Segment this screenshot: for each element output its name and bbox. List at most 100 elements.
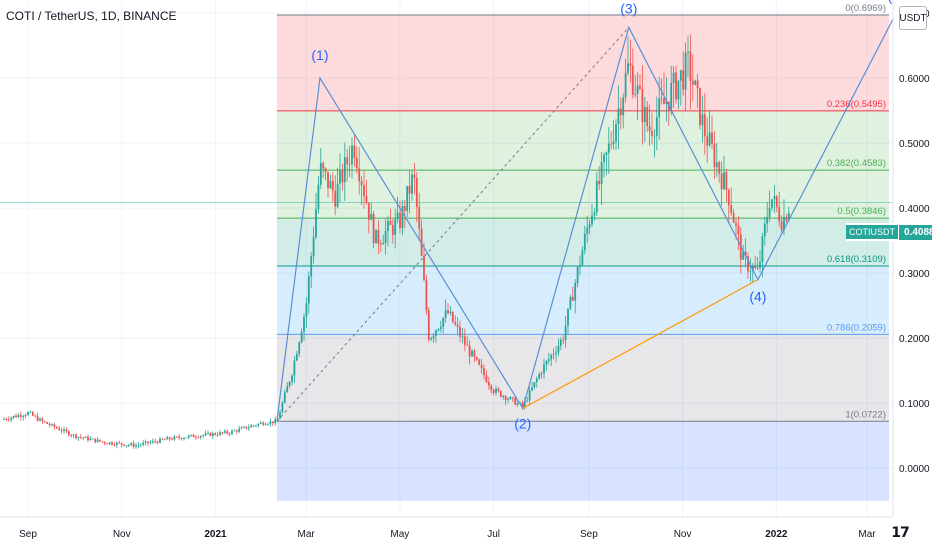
- candle-body: [437, 329, 440, 331]
- candle-body: [447, 310, 449, 314]
- x-tick-label: 2022: [765, 529, 788, 540]
- candle-body: [240, 427, 243, 429]
- candle-body: [631, 65, 634, 95]
- wave-label-1: (1): [311, 47, 328, 63]
- candle-body: [154, 441, 157, 442]
- candle-body: [274, 419, 277, 424]
- currency-unit-button[interactable]: USDT: [899, 6, 927, 30]
- candle-body: [387, 220, 389, 232]
- candle-body: [459, 326, 461, 337]
- candle-body: [567, 308, 569, 326]
- candle-body: [545, 361, 548, 365]
- candle-body: [17, 415, 20, 418]
- candle-body: [708, 132, 711, 146]
- elliott-wave-path: [276, 12, 897, 422]
- candle-body: [687, 51, 689, 53]
- candle-body: [507, 399, 509, 401]
- candle-body: [696, 80, 699, 89]
- candle-body: [375, 229, 377, 244]
- candle-body: [562, 339, 565, 341]
- candle-body: [149, 442, 152, 444]
- candle-body: [531, 387, 533, 391]
- candle-body: [430, 338, 433, 340]
- candle-body: [571, 296, 574, 301]
- candle-body: [401, 205, 404, 228]
- candle-body: [425, 279, 428, 311]
- x-tick-label: Jul: [487, 529, 500, 540]
- candle-body: [658, 98, 661, 118]
- candle-body: [473, 351, 476, 357]
- candle-body: [319, 162, 322, 185]
- candle-body: [559, 339, 562, 346]
- candle-body: [65, 429, 68, 432]
- candle-body: [504, 396, 507, 401]
- candle-body: [444, 310, 447, 319]
- candle-body: [379, 243, 382, 245]
- candle-body: [197, 437, 200, 439]
- x-tick-label: Sep: [19, 529, 37, 540]
- candle-body: [615, 124, 617, 142]
- x-tick-label: Mar: [298, 529, 316, 540]
- candle-body: [238, 428, 241, 432]
- candle-body: [245, 426, 248, 429]
- candle-body: [550, 354, 553, 360]
- candle-body: [547, 359, 550, 362]
- candle-body: [612, 141, 615, 145]
- candle-body: [761, 236, 764, 262]
- candle-body: [677, 80, 680, 100]
- candle-body: [569, 296, 572, 309]
- candle-body: [725, 172, 728, 190]
- candle-body: [168, 437, 171, 440]
- wave-label-2: (2): [514, 415, 531, 431]
- candle-body: [711, 132, 713, 144]
- tradingview-logo-icon[interactable]: 17: [891, 525, 909, 541]
- candle-body: [127, 445, 130, 446]
- y-tick-label: 0.0000: [899, 464, 930, 475]
- candle-body: [771, 199, 773, 208]
- candle-body: [305, 303, 308, 317]
- candle-body: [694, 80, 697, 85]
- candle-body: [94, 438, 97, 443]
- candle-body: [199, 435, 202, 438]
- candle-body: [499, 391, 502, 397]
- candle-body: [264, 424, 267, 426]
- wave-label-4: (4): [749, 289, 766, 305]
- candle-body: [715, 162, 718, 168]
- candle-body: [367, 202, 370, 220]
- candle-body: [394, 219, 397, 235]
- candle-body: [759, 261, 761, 269]
- support-trendline: [522, 279, 759, 409]
- candle-body: [339, 169, 341, 184]
- candle-body: [31, 412, 34, 416]
- candle-body: [427, 310, 430, 340]
- candle-body: [651, 130, 653, 136]
- candle-body: [27, 412, 29, 416]
- candle-body: [492, 390, 495, 393]
- candle-body: [377, 229, 380, 244]
- wave-label-3: (3): [620, 0, 637, 16]
- current-price-label: COTIUSDT 0.4088: [846, 223, 932, 241]
- candle-body: [82, 437, 85, 439]
- candle-body: [581, 250, 584, 265]
- candle-body: [91, 438, 94, 440]
- candle-body: [588, 224, 591, 228]
- candle-body: [521, 402, 524, 407]
- candle-body: [137, 445, 140, 446]
- candle-body: [324, 168, 327, 172]
- candle-body: [480, 364, 483, 369]
- candle-body: [382, 242, 385, 245]
- candle-body: [84, 436, 87, 438]
- candle-body: [411, 174, 413, 194]
- price-axis-bg: [893, 0, 932, 550]
- candle-body: [586, 227, 589, 234]
- candle-body: [310, 256, 313, 277]
- candle-body: [528, 390, 531, 401]
- candle-body: [360, 181, 363, 186]
- candle-body: [300, 331, 303, 343]
- candle-body: [235, 430, 238, 432]
- candle-body: [207, 432, 209, 434]
- candle-body: [151, 441, 154, 443]
- candle-body: [29, 412, 32, 413]
- candle-body: [435, 330, 437, 336]
